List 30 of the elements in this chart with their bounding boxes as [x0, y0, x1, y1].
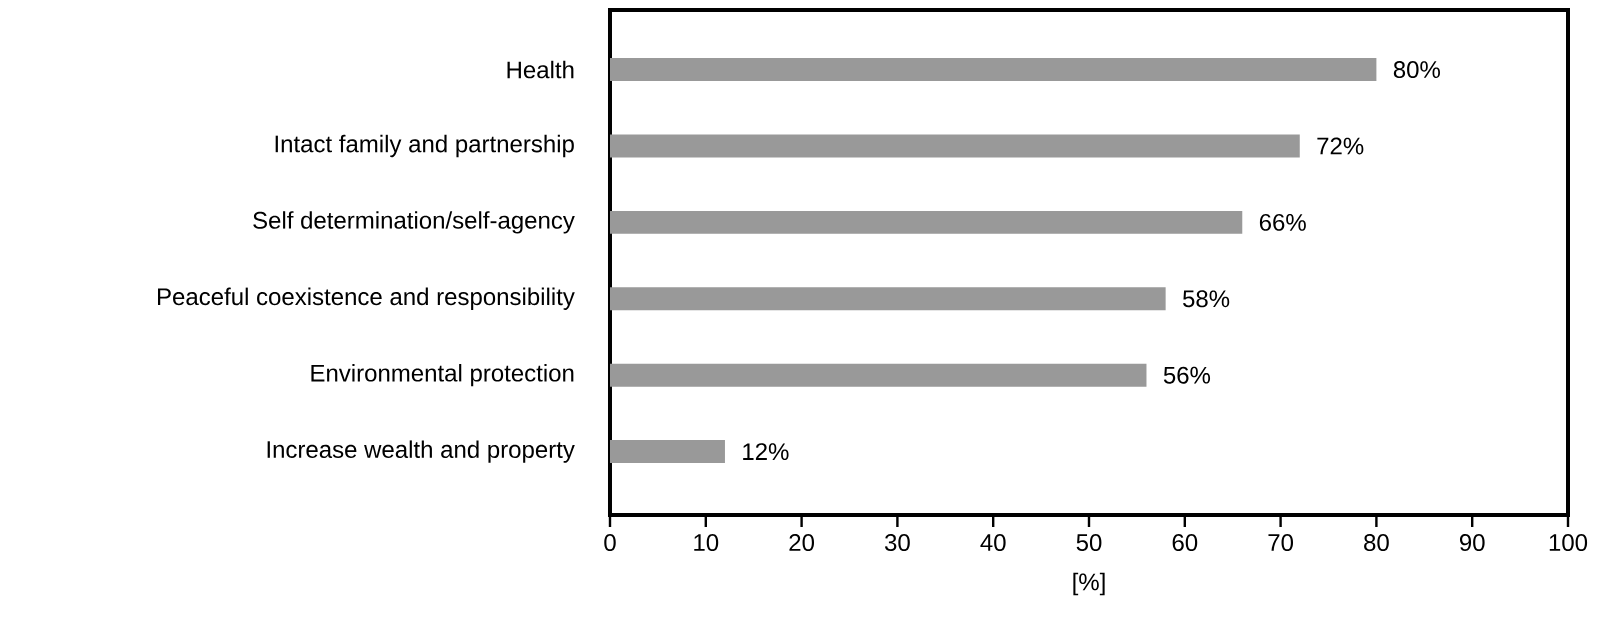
- x-tick-label: 100: [1549, 534, 1588, 552]
- y-tick-label: Self determination/self-agency: [253, 211, 575, 234]
- x-tick-label: 80: [1364, 534, 1389, 552]
- x-tick-label: 90: [1459, 534, 1485, 552]
- x-tick-label: 50: [1076, 534, 1102, 552]
- x-tick-label: 20: [789, 534, 815, 552]
- x-tick-label: 70: [1268, 534, 1294, 552]
- y-tick-label: Increase wealth and property: [267, 440, 575, 463]
- data-label: 56%: [1163, 366, 1211, 384]
- y-tick-label: Environmental protection: [311, 364, 574, 387]
- data-label: 80%: [1393, 61, 1440, 79]
- x-tick-label: 0: [604, 534, 616, 552]
- data-label: 12%: [743, 443, 789, 461]
- bar: [610, 287, 1166, 311]
- y-tick-label: Health: [507, 60, 574, 79]
- x-tick-label: 60: [1172, 534, 1198, 552]
- bar: [610, 210, 1243, 234]
- x-tick-label: 10: [694, 534, 719, 552]
- x-axis-title: [%]: [1073, 572, 1105, 596]
- x-tick-label: 40: [980, 534, 1006, 552]
- bar: [610, 134, 1300, 158]
- x-tick-label: 30: [884, 534, 910, 552]
- y-tick-label: Peaceful coexistence and responsibility: [158, 287, 575, 310]
- data-label: 66%: [1259, 213, 1306, 231]
- y-tick-label: Intact family and partnership: [275, 134, 574, 158]
- data-label: 72%: [1317, 137, 1364, 155]
- data-label: 58%: [1183, 290, 1230, 308]
- bar: [610, 58, 1377, 82]
- bar: [610, 440, 725, 464]
- bar: [610, 363, 1147, 387]
